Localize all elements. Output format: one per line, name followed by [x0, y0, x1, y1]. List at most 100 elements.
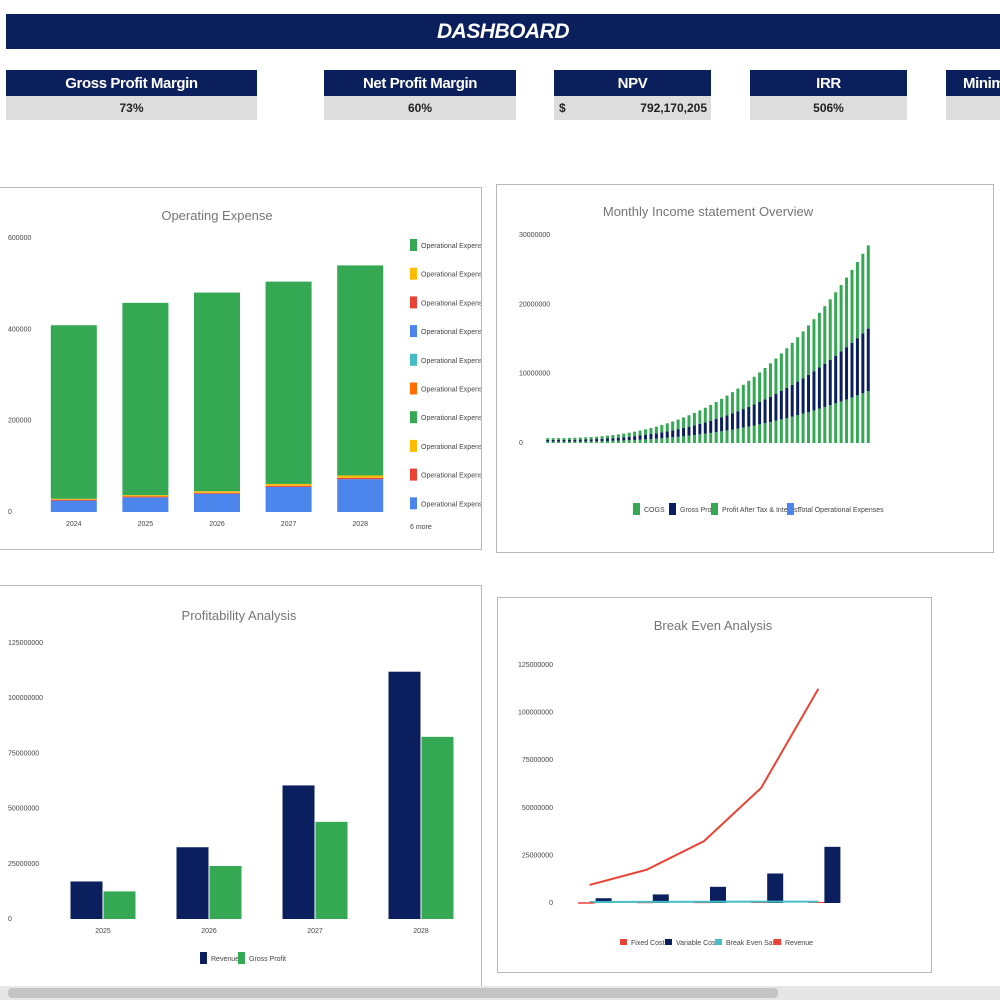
legend-label: Operational Expense 11: [421, 387, 481, 394]
legend-swatch: [774, 939, 781, 945]
bar-segment: [616, 437, 620, 441]
bar-segment: [546, 441, 550, 443]
bar-segment: [801, 378, 805, 414]
bar-segment: [817, 408, 821, 443]
kpi-minimum: Minimum: [946, 70, 1000, 120]
bar-segment: [665, 431, 669, 438]
bar-segment: [730, 392, 734, 414]
legend-swatch: [410, 267, 417, 280]
bar-segment: [763, 399, 767, 424]
bar-segment: [194, 492, 240, 494]
bar-segment: [796, 415, 800, 443]
bar: [70, 881, 103, 919]
bar-segment: [817, 312, 821, 368]
bar-segment: [747, 380, 751, 407]
bar-segment: [758, 424, 762, 443]
bar-segment: [665, 437, 669, 443]
legend-label: Operational Expense 13: [421, 329, 481, 336]
legend-swatch: [711, 503, 718, 515]
bar-segment: [823, 406, 827, 443]
bar-segment: [758, 401, 762, 425]
bar-segment: [50, 325, 97, 499]
legend-more: 6 more: [410, 524, 432, 531]
operating-expense-chart-panel: Operating Expense 0 200000 400000 600000 2024…: [0, 187, 496, 550]
bar-segment: [622, 440, 626, 443]
bar-segment: [551, 438, 555, 440]
bar-segment: [660, 425, 664, 433]
bar-segment: [790, 342, 794, 385]
scrollbar-thumb[interactable]: [8, 988, 778, 998]
bar-segment: [714, 432, 718, 443]
chart-title: Profitability Analysis: [182, 608, 297, 623]
bar-segment: [779, 353, 783, 391]
legend-swatch: [410, 296, 417, 309]
bar-segment: [589, 437, 593, 440]
bar-segment: [682, 436, 686, 443]
bar: [767, 873, 784, 903]
bar: [595, 898, 612, 903]
legend-label: Profit After Tax & Interest: [722, 507, 799, 514]
bar-segment: [627, 432, 631, 437]
bar-segment: [720, 431, 724, 443]
kpi-label: IRR: [750, 70, 907, 96]
bar-segment: [654, 426, 658, 434]
bar-segment: [616, 440, 620, 443]
bar-segment: [676, 419, 680, 430]
bar: [103, 891, 136, 919]
kpi-value-text: 506%: [813, 101, 844, 115]
bar-segment: [584, 437, 588, 440]
bar-segment: [714, 401, 718, 419]
bar-segment: [589, 441, 593, 443]
kpi-irr: IRR 506%: [750, 70, 907, 120]
y-tick-label: 75000000: [522, 757, 553, 764]
bar-segment: [692, 434, 696, 443]
chart-title: Monthly Income statement Overview: [603, 204, 814, 219]
legend-swatch: [410, 382, 417, 395]
y-tick-label: 100000000: [8, 695, 43, 702]
legend-label: Operational Expense 14: [421, 300, 481, 307]
bar-segment: [682, 427, 686, 437]
legend-label: Operational Expense 8: [421, 473, 481, 480]
bar-segment: [633, 431, 637, 437]
bar-segment: [866, 245, 870, 329]
bar-segment: [752, 404, 756, 426]
operating-expense-chart: Operating Expense 0 200000 400000 600000 2024…: [8, 208, 496, 531]
y-tick-label: 600000: [8, 235, 31, 242]
bar-segment: [676, 429, 680, 437]
legend-label: Operational Expense 12: [421, 358, 481, 365]
bar-segment: [611, 435, 615, 439]
kpi-gross-profit-margin: Gross Profit Margin 73%: [6, 70, 257, 120]
bar-segment: [779, 390, 783, 420]
bar-segment: [638, 435, 642, 440]
bar-segment: [763, 423, 767, 443]
bar-segment: [785, 387, 789, 419]
bar-segment: [850, 342, 854, 398]
legend-swatch: [715, 939, 722, 945]
break-even-chart: Break Even Analysis 0 25000000 50000000 7500…: [518, 618, 841, 947]
x-tick-label: 2027: [281, 521, 297, 528]
bar-segment: [768, 421, 772, 443]
y-tick-label: 400000: [8, 326, 31, 333]
y-tick-label: 0: [519, 440, 523, 447]
bar-segment: [768, 363, 772, 397]
bar-segment: [665, 423, 669, 432]
bar-segment: [698, 423, 702, 435]
bar-segment: [622, 437, 626, 441]
legend-label: Revenue: [785, 940, 813, 947]
bar-segment: [839, 351, 843, 402]
bar-segment: [725, 395, 729, 416]
bar-segment: [741, 409, 745, 428]
legend-swatch: [633, 503, 640, 515]
bar-segment: [600, 438, 604, 442]
bar-segment: [638, 430, 642, 436]
legend-label: COGS: [644, 507, 665, 514]
profitability-chart: Profitability Analysis 0 25000000 50000000 7…: [8, 608, 454, 964]
bar-segment: [573, 439, 577, 442]
bar-segment: [709, 432, 713, 443]
bar-segment: [828, 405, 832, 443]
kpi-value: [946, 96, 1000, 120]
bar-segment: [807, 374, 811, 413]
bar-segment: [796, 337, 800, 382]
bar-segment: [698, 434, 702, 443]
bar: [282, 785, 315, 919]
